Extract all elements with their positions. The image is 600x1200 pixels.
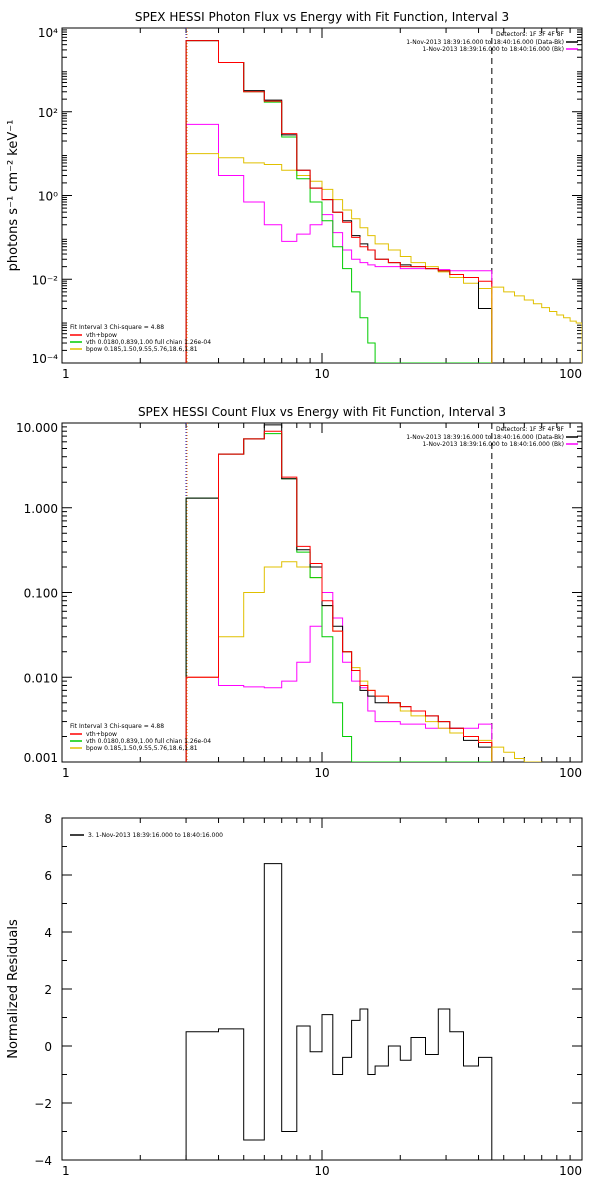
legend-label: 3. 1-Nov-2013 18:39:16.000 to 18:40:16.0… bbox=[88, 832, 223, 839]
series-vth bbox=[185, 433, 492, 762]
y-tick-label: 0.100 bbox=[24, 587, 58, 601]
legend-label: 1-Nov-2013 18:39:16.000 to 18:40:16.000 … bbox=[406, 39, 564, 46]
y-tick-label: 0.010 bbox=[24, 671, 58, 685]
series-bpow-extension bbox=[491, 286, 582, 363]
panel-count-flux: SPEX HESSI Count Flux vs Energy with Fit… bbox=[16, 405, 583, 780]
legend-label: vth 0.0180,0.839,1.00 full chian 1.26e-0… bbox=[86, 339, 211, 346]
y-tick-label: 0 bbox=[44, 1040, 52, 1054]
series-residuals bbox=[185, 863, 493, 1160]
x-tick-label: 100 bbox=[559, 1164, 582, 1178]
y-tick-label: 10⁴ bbox=[38, 26, 58, 40]
y-tick-label: 2 bbox=[44, 983, 52, 997]
series-group bbox=[185, 40, 582, 363]
legend-label: vth+bpow bbox=[86, 332, 117, 339]
y-tick-label: 1.000 bbox=[24, 502, 58, 516]
y-tick-label: −2 bbox=[34, 1097, 52, 1111]
x-tick-label: 1 bbox=[62, 1164, 70, 1178]
series-bk bbox=[185, 592, 493, 762]
panel-photon-flux: SPEX HESSI Photon Flux vs Energy with Fi… bbox=[6, 10, 583, 381]
chart-title: SPEX HESSI Photon Flux vs Energy with Fi… bbox=[135, 10, 509, 24]
legend-label: vth+bpow bbox=[86, 731, 117, 738]
y-axis-label: photons s⁻¹ cm⁻² keV⁻¹ bbox=[6, 120, 21, 272]
legend-fit-header: Fit Interval 3 Chi-square = 4.88 bbox=[70, 324, 164, 331]
y-tick-label: 10⁰ bbox=[38, 190, 58, 204]
series-vth-bpow bbox=[185, 40, 493, 363]
series-data-bk bbox=[185, 40, 493, 363]
y-tick-label: 10⁻² bbox=[32, 273, 59, 287]
panel-residuals: Normalized Residuals 1 10 100 −4 −2 0 2 4 6 8 3. 1… bbox=[6, 812, 583, 1178]
x-tick-label: 1 bbox=[62, 766, 70, 780]
x-tick-label: 1 bbox=[62, 367, 70, 381]
y-tick-label: 10⁻⁴ bbox=[32, 352, 59, 366]
x-tick-label: 10 bbox=[314, 1164, 329, 1178]
legend-detectors: Detectors: 1F 3F 4F 8F bbox=[496, 426, 565, 433]
series-bpow bbox=[185, 153, 493, 363]
series-data-bk bbox=[185, 424, 493, 762]
x-tick-label: 10 bbox=[314, 766, 329, 780]
x-tick-label: 100 bbox=[559, 766, 582, 780]
series-bpow-extension bbox=[491, 746, 542, 762]
x-tick-label: 100 bbox=[559, 367, 582, 381]
series-bk bbox=[185, 123, 493, 363]
legend-label: 1-Nov-2013 18:39:16.000 to 18:40:16.000 … bbox=[422, 46, 564, 53]
series-group bbox=[185, 863, 493, 1160]
plot-frame bbox=[61, 817, 583, 1161]
series-bpow bbox=[185, 561, 493, 762]
chart-title: SPEX HESSI Count Flux vs Energy with Fit… bbox=[138, 405, 506, 419]
y-tick-label: 10.000 bbox=[16, 421, 58, 435]
y-tick-label: 8 bbox=[44, 812, 52, 826]
legend-label: bpow 0.185,1.50,9.55,5.76,18.6,1.81 bbox=[86, 745, 198, 752]
legend-label: bpow 0.185,1.50,9.55,5.76,18.6,1.81 bbox=[86, 346, 198, 353]
legend-label: vth 0.0180,0.839,1.00 full chian 1.26e-0… bbox=[86, 738, 211, 745]
series-vth-bpow bbox=[185, 430, 493, 762]
legend-detectors: Detectors: 1F 3F 4F 8F bbox=[496, 31, 565, 38]
series-group bbox=[185, 424, 542, 762]
legend-fit-header: Fit Interval 3 Chi-square = 4.88 bbox=[70, 723, 164, 730]
series-vth bbox=[185, 40, 492, 363]
y-tick-label: 0.001 bbox=[24, 751, 58, 765]
legend-label: 1-Nov-2013 18:39:16.000 to 18:40:16.000 … bbox=[406, 434, 564, 441]
y-tick-label: 6 bbox=[44, 869, 52, 883]
x-tick-label: 10 bbox=[314, 367, 329, 381]
legend-label: 1-Nov-2013 18:39:16.000 to 18:40:16.000 … bbox=[422, 441, 564, 448]
y-axis-label: Normalized Residuals bbox=[6, 919, 21, 1059]
y-tick-label: −4 bbox=[34, 1154, 52, 1168]
y-tick-label: 4 bbox=[44, 926, 52, 940]
y-tick-label: 10² bbox=[38, 106, 58, 120]
